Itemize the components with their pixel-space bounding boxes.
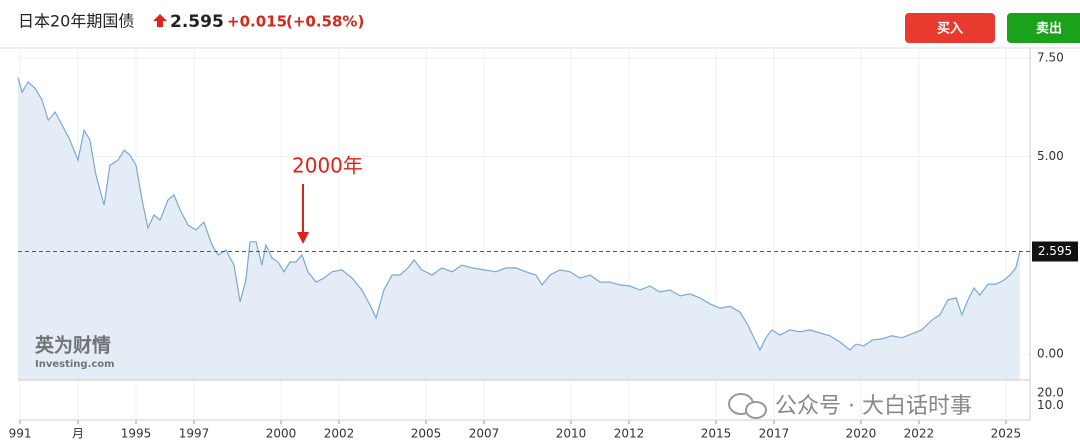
- wechat-icon: [745, 401, 767, 419]
- x-tick-label: 2012: [614, 427, 645, 441]
- buy-button-bg[interactable]: [905, 13, 995, 43]
- y-tick-label: 5.00: [1037, 149, 1064, 163]
- x-tick-label: 2005: [411, 427, 442, 441]
- reference-label-bg: [1032, 241, 1078, 262]
- area-fill: [18, 77, 1020, 380]
- x-tick-label: 1997: [179, 427, 210, 441]
- x-tick-label: 2017: [759, 427, 790, 441]
- volume-tick-label: 20.0: [1037, 386, 1064, 400]
- change: +0.015: [227, 13, 287, 31]
- x-tick-label: 2025: [991, 427, 1022, 441]
- buy-label[interactable]: 买入: [937, 22, 963, 37]
- price: 2.595: [170, 12, 224, 32]
- x-tick-label: 2020: [846, 427, 877, 441]
- sell-button[interactable]: 卖出: [1007, 13, 1080, 43]
- change-percent: (+0.58%): [286, 13, 364, 31]
- y-tick-label: 0.00: [1037, 346, 1064, 360]
- price-line: [17, 77, 1021, 352]
- up-arrow-icon: [153, 14, 167, 27]
- x-tick-label: 991: [9, 427, 32, 441]
- y-tick-label: 7.50: [1037, 50, 1064, 64]
- volume-tick-label: 10.0: [1037, 398, 1064, 412]
- x-tick-label: 2015: [701, 427, 732, 441]
- x-tick-label: 2002: [324, 427, 355, 441]
- x-tick-label: 2010: [556, 427, 587, 441]
- sell-label[interactable]: 卖出: [1036, 21, 1062, 37]
- watermark-brand: 英为财情: [35, 334, 111, 357]
- annotation-arrowhead: [297, 232, 309, 244]
- sell-button-bg[interactable]: [1007, 13, 1080, 43]
- watermark-wechat: 公众号 · 大白话时事: [775, 394, 972, 419]
- reference-label: 2.595: [1038, 244, 1072, 258]
- x-tick-label: 2000: [266, 427, 297, 441]
- x-tick-label: 2007: [469, 427, 500, 441]
- watermark-brand-en: Investing.com: [35, 359, 115, 370]
- annotation: 2000年: [292, 154, 363, 178]
- x-tick-label: 月: [72, 427, 84, 441]
- buy-button[interactable]: 买入: [905, 13, 995, 43]
- x-tick-label: 2022: [904, 427, 935, 441]
- instrument-name: 日本20年期国债: [18, 12, 134, 31]
- x-tick-label: 1995: [121, 427, 152, 441]
